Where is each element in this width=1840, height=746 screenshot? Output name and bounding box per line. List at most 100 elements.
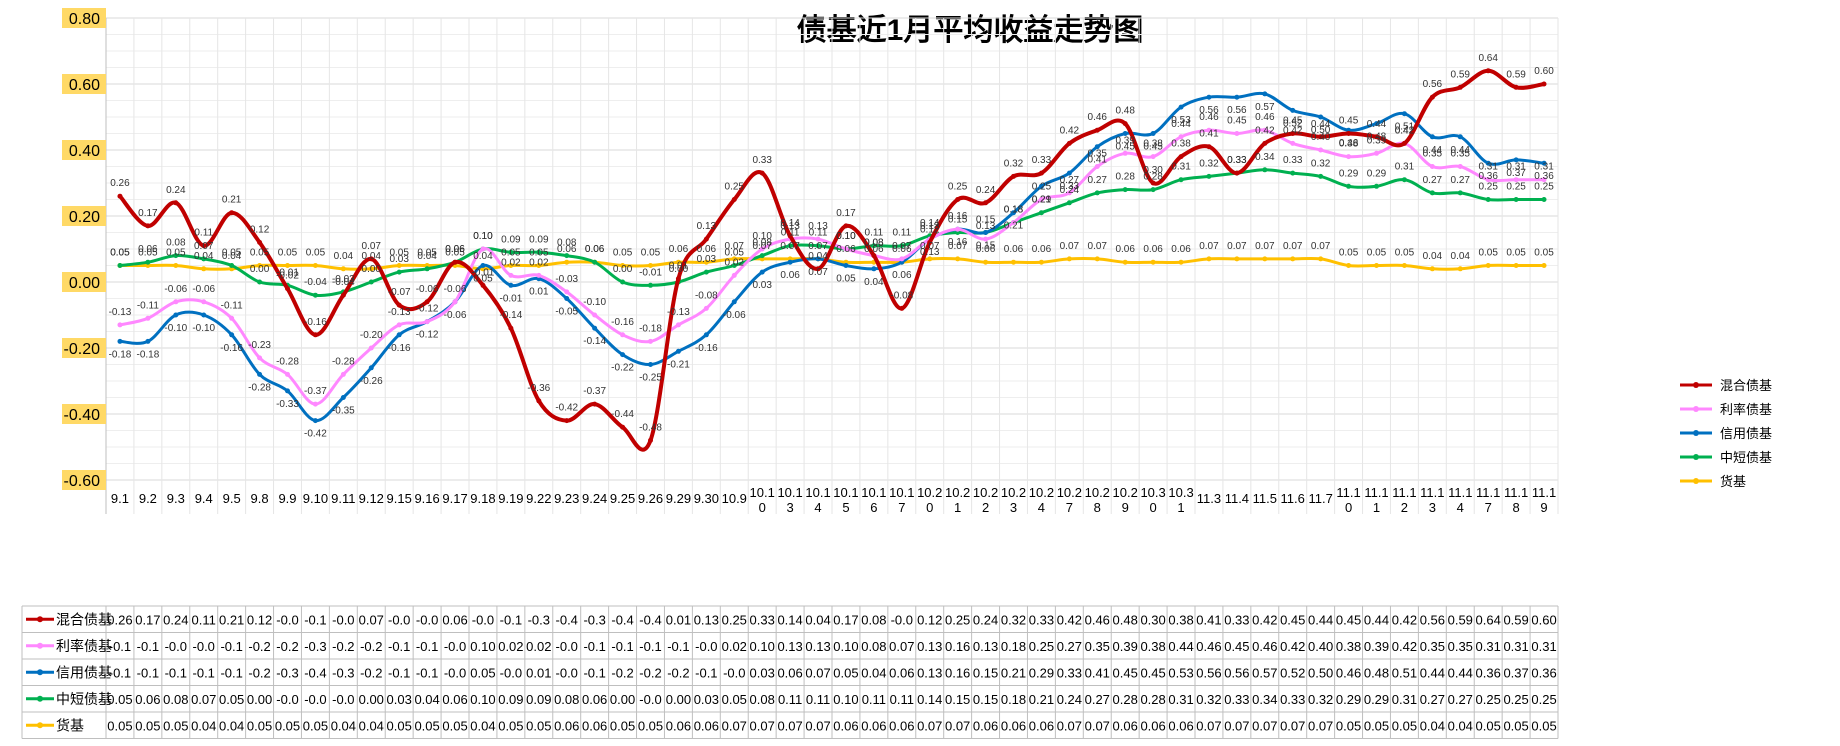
table-cell: 0.06 [1168,718,1193,733]
data-label: -0.08 [890,290,913,301]
data-label: 0.03 [389,254,409,265]
data-label: -0.01 [499,293,522,304]
table-cell: 0.29 [1029,665,1054,680]
data-label: -0.37 [304,386,327,397]
series-point [229,332,235,338]
series-point [759,253,765,259]
table-cell: 0.07 [359,612,384,627]
table-cell: 0.05 [722,692,747,707]
table-cell: 0.08 [861,639,886,654]
series-point [312,418,318,424]
series-point [1262,91,1268,97]
table-cell: 0.36 [1531,665,1556,680]
data-label: -0.26 [360,376,383,387]
data-label: 0.05 [501,248,521,259]
table-cell: 0.07 [750,718,775,733]
table-cell: 0.24 [163,612,188,627]
table-cell: 0.51 [1392,665,1417,680]
table-cell: 0.08 [861,612,886,627]
data-label: -0.25 [639,373,662,384]
series-point [1290,131,1296,136]
y-tick-bg [62,74,106,94]
y-axis: 0.80 0.60 0.40 0.20 0.00 -0.20 -0.40 -0.60 9.1 9.… [62,8,1556,515]
data-label: 0.29 [1339,168,1359,179]
data-label: 0.24 [166,185,186,196]
data-label: -0.01 [639,267,662,278]
table-cell: 0.38 [1140,639,1165,654]
data-label: -0.36 [527,383,550,394]
data-label: 0.46 [1088,112,1108,123]
data-label: 0.06 [557,244,577,255]
series-point [368,279,374,285]
series-point [564,296,570,301]
x-tick-label: 11.1 [1364,485,1388,500]
data-label: -0.08 [695,290,718,301]
table-row-key-marker [37,616,43,623]
data-label: 0.06 [1115,244,1135,255]
table-cell: 0.05 [275,718,300,733]
table-cell: 0.16 [945,639,970,654]
data-label: 0.04 [362,251,382,262]
table-cell: 0.06 [1001,718,1026,733]
series-point [1485,197,1491,202]
series-point [703,259,709,265]
table-cell: 0.04 [470,718,495,733]
series-point [1318,173,1324,179]
series-point [1290,170,1296,176]
table-cell: -0.3 [583,612,605,627]
table-cell: 0.27 [1420,692,1445,707]
table-cell: 0.46 [1252,639,1277,654]
data-label: 0.27 [1451,175,1471,186]
series-point [1262,167,1268,173]
data-label: 0.02 [725,257,745,268]
x-tick-label: 11.1 [1392,485,1416,500]
table-cell: 0.06 [777,665,802,680]
data-label: 0.52 [1283,118,1303,129]
data-label: 0.13 [920,221,940,232]
data-label: -0.16 [304,317,327,328]
table-cell: 0.29 [1364,692,1389,707]
data-label: -0.01 [276,267,299,278]
data-label: 0.00 [613,264,633,275]
legend-marker [1693,382,1699,388]
table-cell: -0.0 [556,639,578,654]
table-cell: 0.13 [694,612,719,627]
data-label: -0.06 [164,284,187,295]
table-cell: -0.3 [304,639,326,654]
series-point [1234,94,1240,100]
series-point [648,338,653,344]
data-label: -0.03 [555,274,578,285]
table-cell: -0.0 [444,639,466,654]
series-point [117,338,123,344]
data-label: 0.35 [1423,149,1443,160]
series-point [955,197,961,202]
data-label: 0.05 [110,248,130,259]
table-cell: 0.31 [1531,639,1556,654]
series-point [1429,134,1435,140]
table-cell: 0.59 [1503,612,1528,627]
series-point [843,223,849,229]
data-label: 0.64 [1478,53,1498,64]
table-cell: 0.03 [750,665,775,680]
data-label: 0.15 [976,241,996,252]
series-point [480,282,486,288]
table-cell: 0.13 [917,639,942,654]
data-label: 0.27 [1088,175,1108,186]
data-label: 0.32 [1004,158,1024,169]
x-tick-label: 9.3 [167,491,185,506]
table-cell: 0.41 [1085,665,1110,680]
data-label: 0.04 [864,277,884,288]
series-point [145,315,151,321]
data-label: -0.13 [667,307,690,318]
table-cell: 0.07 [1224,718,1249,733]
data-label: 0.15 [976,215,996,226]
series-point [257,355,263,361]
data-label: 0.26 [110,178,130,189]
series-point [843,246,849,252]
x-tick-label-cont: 0 [926,500,933,515]
series-point [1401,111,1407,117]
table-cell: 0.04 [414,692,439,707]
y-tick-label: -0.40 [64,407,101,424]
data-label: 0.06 [780,270,800,281]
series-point [340,266,346,272]
